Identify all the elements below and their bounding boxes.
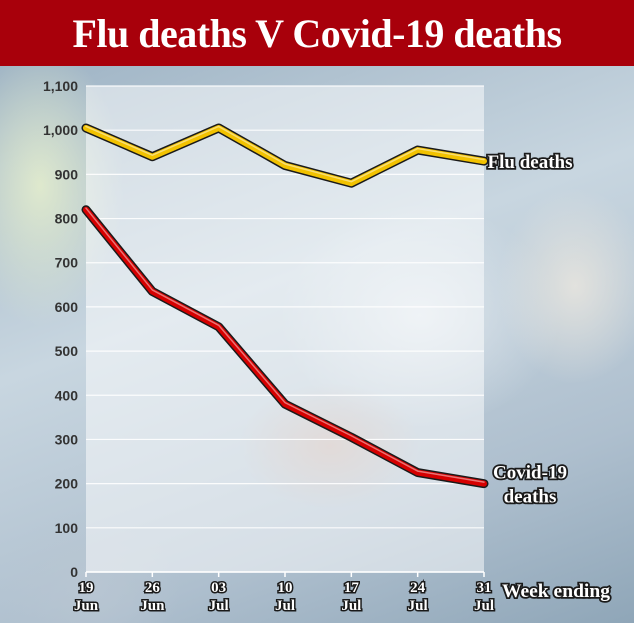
x-axis-title: Week ending	[502, 581, 610, 602]
x-tick-label-month: Jul	[341, 598, 361, 614]
series-label: deaths	[504, 487, 557, 508]
y-tick-label: 400	[55, 387, 79, 403]
x-tick-label-month: Jul	[408, 598, 428, 614]
y-tick-label: 800	[55, 211, 79, 227]
series-line	[83, 124, 487, 187]
y-tick-label: 100	[55, 520, 79, 536]
y-tick-label: 0	[70, 564, 78, 580]
y-tick-label: 200	[55, 476, 79, 492]
y-tick-label: 600	[55, 299, 79, 315]
x-tick-label-month: Jul	[209, 598, 229, 614]
chart-title: Flu deaths V Covid-19 deaths	[72, 10, 562, 56]
y-tick-label: 300	[55, 431, 79, 447]
x-tick-label-day: 17	[344, 580, 360, 596]
x-tick-label-month: Jun	[74, 598, 99, 614]
title-bar: Flu deaths V Covid-19 deaths	[0, 0, 634, 66]
x-tick-label-day: 24	[410, 580, 426, 596]
y-tick-label: 1,100	[43, 78, 78, 94]
x-tick-label-day: 03	[211, 580, 226, 596]
series-label: Covid-19	[493, 463, 567, 484]
series-label: Flu deaths	[488, 152, 573, 173]
x-tick-label-month: Jul	[275, 598, 295, 614]
series-line-highlight	[85, 207, 485, 483]
x-tick-label-month: Jun	[140, 598, 165, 614]
x-tick-label-month: Jul	[474, 598, 494, 614]
y-tick-label: 500	[55, 343, 79, 359]
x-tick-label-day: 19	[79, 580, 94, 596]
x-tick-label-day: 31	[477, 580, 492, 596]
series-line-highlight	[85, 125, 485, 183]
y-tick-label: 1,000	[43, 122, 78, 138]
series-line	[83, 206, 487, 487]
x-tick-label-day: 26	[145, 580, 161, 596]
y-tick-label: 900	[55, 166, 79, 182]
y-tick-label: 700	[55, 255, 79, 271]
plot-area	[86, 86, 484, 572]
x-tick-label-day: 10	[278, 580, 293, 596]
